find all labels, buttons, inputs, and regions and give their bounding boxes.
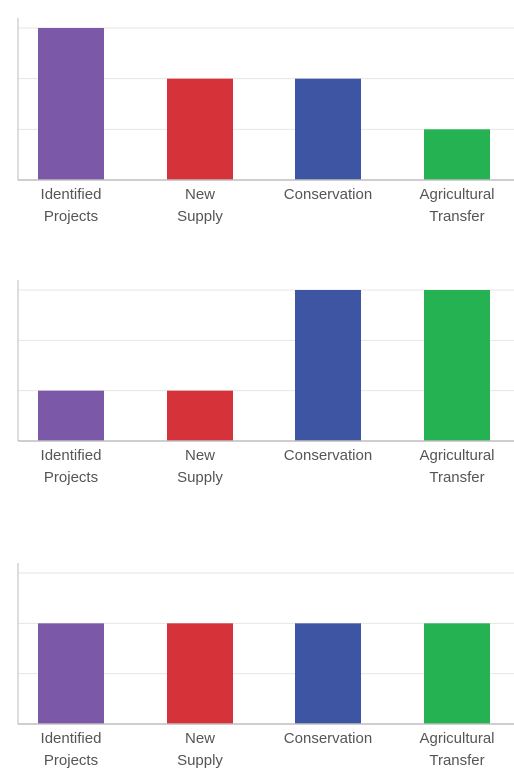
bar-identified-projects: [38, 390, 104, 441]
category-label-agricultural-transfer: Agricultural Transfer: [419, 186, 494, 225]
category-label-new-supply: New Supply: [177, 186, 223, 225]
bar-chart-2: Identified Projects New Supply Conservation A…: [17, 280, 514, 486]
category-label-new-supply: New Supply: [177, 730, 223, 769]
bar-conservation: [295, 290, 361, 441]
bar-conservation: [295, 623, 361, 724]
bar-chart-3: Identified Projects New Supply Conservation A…: [17, 563, 514, 769]
category-label-identified-projects: Identified Projects: [41, 730, 102, 769]
category-label-agricultural-transfer: Agricultural Transfer: [419, 730, 494, 769]
category-label-agricultural-transfer: Agricultural Transfer: [419, 447, 494, 486]
bar-new-supply: [167, 623, 233, 724]
category-label-identified-projects: Identified Projects: [41, 186, 102, 225]
category-label-conservation: Conservation: [284, 447, 372, 464]
bar-agricultural-transfer: [424, 129, 490, 180]
bar-agricultural-transfer: [424, 290, 490, 441]
bar-conservation: [295, 78, 361, 180]
bar-identified-projects: [38, 623, 104, 724]
category-label-new-supply: New Supply: [177, 447, 223, 486]
bar-agricultural-transfer: [424, 623, 490, 724]
bar-new-supply: [167, 390, 233, 441]
bar-new-supply: [167, 78, 233, 180]
bar-identified-projects: [38, 28, 104, 180]
category-label-identified-projects: Identified Projects: [41, 447, 102, 486]
category-label-conservation: Conservation: [284, 730, 372, 747]
category-label-conservation: Conservation: [284, 186, 372, 203]
bar-chart-1: Identified Projects New Supply Conservation A…: [17, 18, 514, 225]
